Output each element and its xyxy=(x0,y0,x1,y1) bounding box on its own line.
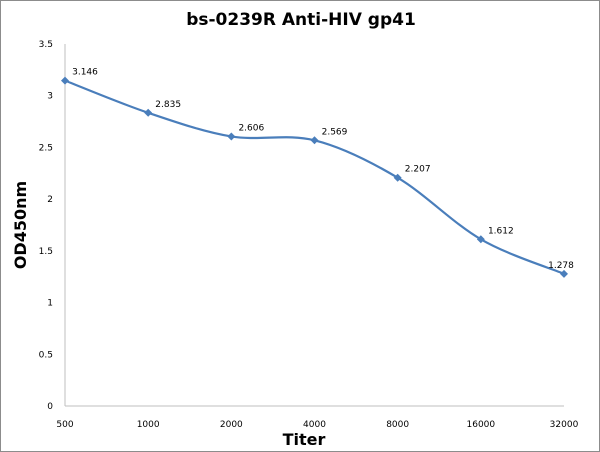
data-label: 2.835 xyxy=(155,100,181,110)
x-tick-label: 1000 xyxy=(137,420,160,430)
data-point xyxy=(310,136,319,145)
y-tick-label: 1 xyxy=(47,299,53,309)
data-label: 2.207 xyxy=(405,165,431,175)
data-point xyxy=(227,132,236,141)
chart-title: bs-0239R Anti-HIV gp41 xyxy=(186,10,416,30)
data-label: 3.146 xyxy=(72,68,98,78)
data-point xyxy=(61,76,69,85)
y-tick-label: 0.5 xyxy=(39,350,53,360)
data-label: 1.278 xyxy=(548,261,574,271)
y-tick-label: 0 xyxy=(47,402,53,412)
y-tick-label: 2 xyxy=(47,195,53,205)
data-label: 2.569 xyxy=(322,127,348,137)
data-label: 2.606 xyxy=(238,123,264,133)
data-label: 1.612 xyxy=(488,226,514,236)
x-tick-label: 500 xyxy=(56,420,73,430)
y-tick-label: 1.5 xyxy=(39,247,53,257)
data-point xyxy=(560,269,568,278)
y-tick-label: 2.5 xyxy=(39,143,53,153)
x-tick-label: 32000 xyxy=(550,420,579,430)
x-tick-label: 16000 xyxy=(467,420,496,430)
x-tick-label: 2000 xyxy=(220,420,243,430)
x-tick-label: 4000 xyxy=(303,420,326,430)
x-tick-label: 8000 xyxy=(386,420,409,430)
data-point xyxy=(476,235,485,244)
series-line xyxy=(64,79,565,275)
y-tick-label: 3.5 xyxy=(39,40,53,50)
data-point xyxy=(393,173,402,182)
y-axis-label: OD450nm xyxy=(11,181,30,269)
data-point xyxy=(144,108,153,117)
y-tick-label: 3 xyxy=(47,92,53,102)
x-axis-label: Titer xyxy=(283,430,326,449)
